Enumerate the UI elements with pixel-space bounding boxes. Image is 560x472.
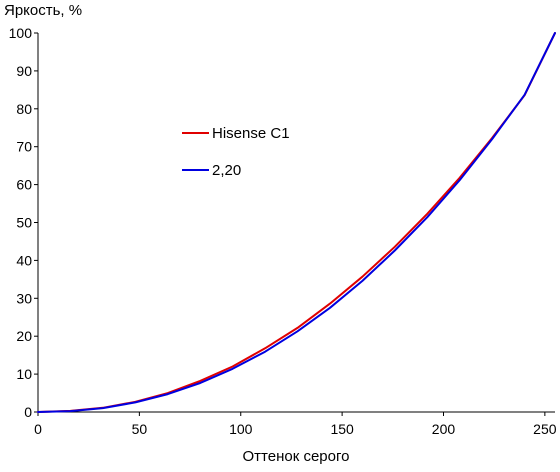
axes xyxy=(37,33,555,413)
axis-ticks: 0 10 20 30 40 50 60 70 80 90 100 0 50 100 150 200 250 xyxy=(9,25,557,437)
x-tick-label: 100 xyxy=(229,421,253,437)
y-tick-label: 30 xyxy=(16,290,32,306)
legend-label: Hisense C1 xyxy=(212,125,290,142)
y-tick-label: 100 xyxy=(9,25,33,41)
legend: Hisense C1 2,20 xyxy=(182,125,290,179)
x-tick-label: 50 xyxy=(132,421,148,437)
series-lines xyxy=(37,32,556,413)
y-tick-label: 60 xyxy=(16,177,32,193)
y-tick-label: 80 xyxy=(16,101,32,117)
y-tick-label: 50 xyxy=(16,215,32,231)
x-tick-label: 150 xyxy=(330,421,354,437)
x-tick-label: 200 xyxy=(432,421,456,437)
x-axis-title: Оттенок серого xyxy=(243,448,350,465)
legend-label: 2,20 xyxy=(212,162,241,179)
y-tick-label: 20 xyxy=(16,328,32,344)
series-line-1 xyxy=(37,32,556,413)
y-tick-label: 10 xyxy=(16,366,32,382)
y-tick-label: 0 xyxy=(24,404,32,420)
y-tick-label: 40 xyxy=(16,252,32,268)
series-line-2 xyxy=(37,32,556,413)
y-tick-label: 90 xyxy=(16,63,32,79)
y-axis-title: Яркость, % xyxy=(4,2,82,19)
x-tick-label: 0 xyxy=(34,421,42,437)
y-tick-label: 70 xyxy=(16,139,32,155)
x-tick-label: 250 xyxy=(533,421,557,437)
